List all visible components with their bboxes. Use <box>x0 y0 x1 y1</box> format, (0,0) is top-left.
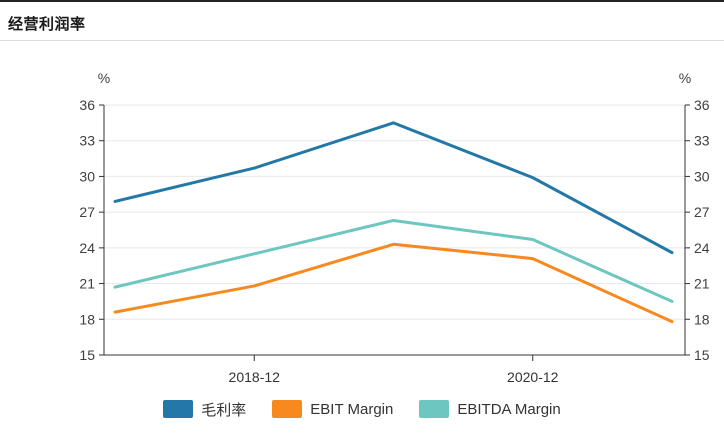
series-line-ebitda-margin <box>113 218 674 303</box>
y-tick-label-right: 21 <box>694 276 710 292</box>
legend-label: 毛利率 <box>201 401 247 419</box>
legend-swatch <box>419 400 450 418</box>
y-tick-label-right: 18 <box>694 311 710 327</box>
page-title: 经营利润率 <box>8 16 86 33</box>
y-tick-label-right: 27 <box>694 204 710 220</box>
y-tick-label-left: 27 <box>79 204 95 220</box>
y-tick-label-right: 15 <box>694 347 710 363</box>
y-tick-label-left: 18 <box>79 311 95 327</box>
y-tick-label-left: 33 <box>79 133 95 149</box>
y-axis-unit-right: % <box>679 70 691 86</box>
chart-legend: 毛利率 EBIT Margin EBITDA Margin <box>0 394 724 424</box>
y-tick-label-left: 24 <box>79 240 95 256</box>
card-header: 经营利润率 <box>0 2 724 41</box>
legend-item-毛利率[interactable]: 毛利率 <box>163 399 246 420</box>
legend-swatch <box>163 400 194 418</box>
legend-item-ebitda-margin[interactable]: EBITDA Margin <box>419 400 561 418</box>
legend-item-ebit-margin[interactable]: EBIT Margin <box>272 400 393 418</box>
y-tick-label-left: 30 <box>79 168 95 184</box>
x-tick-label: 2018-12 <box>229 369 281 385</box>
series-line-毛利率 <box>113 121 674 255</box>
legend-label: EBITDA Margin <box>457 400 561 418</box>
line-chart: 36 36 33 33 30 30 27 27 24 24 21 21 18 18 15 15% % 2018-1… <box>79 70 710 385</box>
y-tick-label-right: 24 <box>694 240 710 256</box>
y-tick-label-right: 33 <box>694 133 710 149</box>
y-tick-label-right: 30 <box>694 168 710 184</box>
y-axis-unit-left: % <box>98 70 110 86</box>
y-tick-label-right: 36 <box>694 97 710 113</box>
y-tick-label-left: 21 <box>79 276 95 292</box>
legend-label: EBIT Margin <box>310 400 394 418</box>
series-line-ebit-margin <box>113 242 674 324</box>
y-tick-label-left: 36 <box>79 97 95 113</box>
x-tick-label: 2020-12 <box>507 369 559 385</box>
y-tick-label-left: 15 <box>79 347 95 363</box>
legend-swatch <box>272 400 303 418</box>
